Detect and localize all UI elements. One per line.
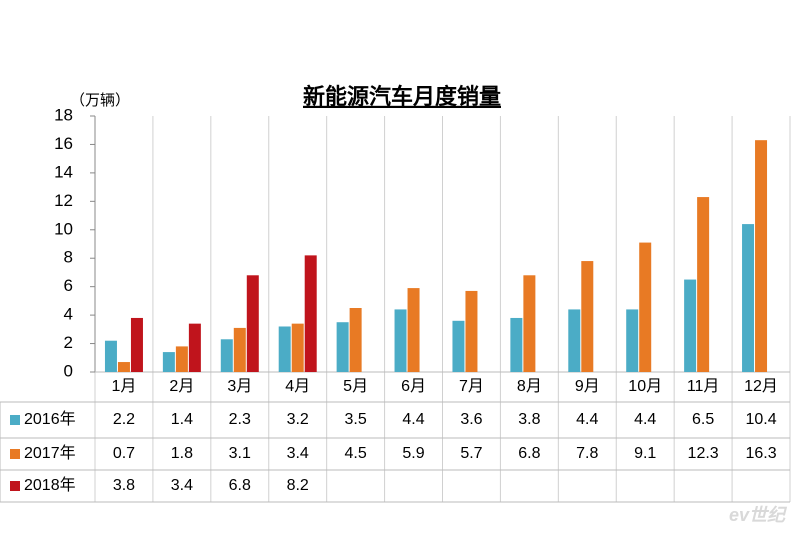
y-tick-label: 18 [54, 105, 73, 124]
legend-label: 2018年 [24, 476, 76, 494]
y-tick-label: 14 [54, 162, 73, 181]
x-tick-label: 10月 [628, 378, 662, 395]
bar [697, 197, 710, 372]
bar [278, 326, 291, 372]
table-value: 4.4 [402, 411, 424, 428]
y-axis-label: （万辆） [70, 92, 130, 109]
x-tick-label: 1月 [112, 378, 137, 395]
bar [452, 320, 465, 372]
y-tick-label: 10 [54, 219, 73, 238]
legend-key [10, 415, 20, 425]
table-value: 4.4 [576, 411, 598, 428]
legend-key [10, 481, 20, 491]
table-value: 16.3 [745, 445, 776, 462]
x-tick-label: 11月 [687, 378, 720, 395]
table-value: 9.1 [634, 445, 656, 462]
table-value: 6.8 [518, 445, 540, 462]
bar [220, 339, 233, 372]
bar [162, 352, 175, 372]
watermark: ev世纪 [729, 505, 788, 525]
bar [175, 346, 188, 372]
bar [407, 288, 420, 372]
bar [233, 327, 246, 372]
table-value: 3.5 [345, 411, 367, 428]
table-value: 2.3 [229, 411, 251, 428]
table-value: 5.9 [402, 445, 424, 462]
y-tick-label: 12 [54, 191, 73, 210]
table-value: 4.4 [634, 411, 656, 428]
bar [291, 323, 304, 372]
y-tick-label: 4 [64, 305, 73, 324]
table-value: 3.2 [287, 411, 309, 428]
table-value: 3.8 [113, 477, 135, 494]
bar [188, 323, 201, 372]
bar [246, 275, 259, 372]
bar [304, 255, 317, 372]
bar [568, 309, 581, 372]
table-value: 5.7 [460, 445, 482, 462]
bar [684, 279, 697, 372]
y-tick-label: 2 [64, 333, 73, 352]
bar [581, 261, 594, 372]
bar [104, 340, 117, 372]
bar [742, 224, 755, 372]
x-tick-label: 8月 [517, 378, 542, 395]
table-value: 0.7 [113, 445, 135, 462]
table-value: 7.8 [576, 445, 598, 462]
x-tick-label: 9月 [575, 378, 600, 395]
table-value: 3.4 [287, 445, 309, 462]
y-tick-label: 0 [64, 361, 73, 380]
y-tick-label: 6 [64, 276, 73, 295]
x-tick-label: 12月 [744, 378, 778, 395]
table-value: 6.5 [692, 411, 714, 428]
table-value: 2.2 [113, 411, 135, 428]
bar [639, 242, 652, 372]
bar [394, 309, 407, 372]
legend-label: 2017年 [24, 444, 76, 462]
table-value: 12.3 [688, 445, 719, 462]
x-tick-label: 4月 [285, 378, 310, 395]
bar [465, 290, 478, 372]
bar [626, 309, 639, 372]
table-value: 10.4 [745, 411, 776, 428]
y-tick-label: 16 [54, 134, 73, 153]
y-tick-label: 8 [64, 248, 73, 267]
table-value: 3.4 [171, 477, 193, 494]
x-tick-label: 2月 [169, 378, 194, 395]
x-tick-label: 7月 [459, 378, 484, 395]
table-value: 1.4 [171, 411, 193, 428]
legend-label: 2016年 [24, 410, 76, 428]
x-tick-label: 6月 [401, 378, 426, 395]
legend-key [10, 449, 20, 459]
table-value: 3.6 [460, 411, 482, 428]
bar [349, 308, 362, 372]
bar [510, 317, 523, 372]
chart-title: 新能源汽车月度销量 [303, 84, 501, 109]
table-value: 4.5 [345, 445, 367, 462]
table-value: 6.8 [229, 477, 251, 494]
table-value: 3.1 [229, 445, 251, 462]
table-value: 8.2 [287, 477, 309, 494]
bar [130, 317, 143, 372]
x-tick-label: 3月 [227, 378, 252, 395]
bar [523, 275, 536, 372]
bar [755, 140, 768, 372]
x-tick-label: 5月 [343, 378, 368, 395]
table-value: 3.8 [518, 411, 540, 428]
bar [336, 322, 349, 372]
table-value: 1.8 [171, 445, 193, 462]
bar [117, 362, 130, 372]
